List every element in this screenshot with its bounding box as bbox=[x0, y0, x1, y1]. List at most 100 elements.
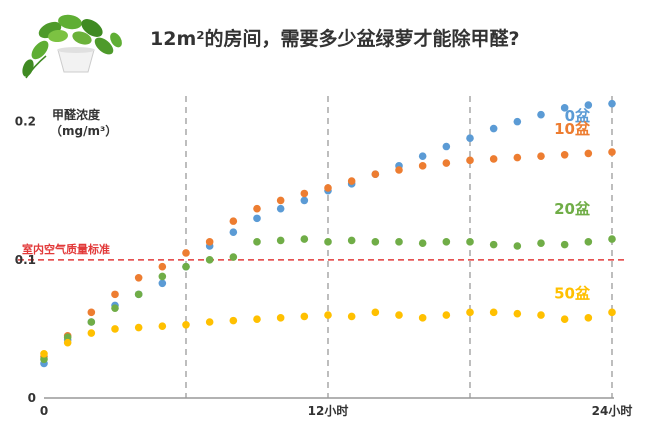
data-point bbox=[560, 240, 569, 249]
data-point bbox=[229, 253, 238, 261]
data-point bbox=[40, 355, 48, 364]
data-point bbox=[537, 152, 545, 160]
data-point bbox=[158, 272, 167, 281]
series-label: 20盆 bbox=[554, 200, 591, 218]
x-tick-label: 24小时 bbox=[592, 403, 633, 418]
data-point bbox=[253, 315, 261, 324]
data-point bbox=[584, 238, 593, 246]
data-point bbox=[253, 204, 261, 213]
data-point bbox=[134, 323, 143, 332]
data-point bbox=[229, 228, 238, 236]
reference-line-label: 室内空气质量标准 bbox=[22, 242, 110, 256]
x-tick-label: 12小时 bbox=[308, 403, 349, 418]
data-point bbox=[63, 333, 72, 342]
data-point bbox=[300, 196, 309, 205]
data-point bbox=[442, 311, 451, 319]
data-point bbox=[182, 249, 190, 257]
data-point bbox=[442, 142, 451, 151]
data-point bbox=[371, 238, 380, 246]
data-point bbox=[489, 240, 498, 249]
y-axis-label-line2: （mg/m³） bbox=[50, 123, 117, 138]
data-point bbox=[324, 184, 332, 192]
data-point bbox=[513, 153, 522, 162]
data-point bbox=[371, 308, 380, 317]
data-point bbox=[205, 238, 214, 246]
data-point bbox=[608, 308, 616, 317]
data-point bbox=[537, 239, 545, 248]
data-point bbox=[466, 238, 474, 246]
data-point bbox=[466, 134, 474, 143]
data-point bbox=[158, 322, 167, 330]
data-point bbox=[111, 325, 119, 333]
data-point bbox=[87, 318, 96, 326]
data-point bbox=[347, 312, 356, 321]
data-point bbox=[537, 110, 545, 119]
data-point bbox=[87, 329, 96, 337]
data-point bbox=[40, 349, 48, 358]
data-point bbox=[466, 308, 474, 317]
y-tick-label: 0.1 bbox=[15, 253, 36, 267]
series-label: 10盆 bbox=[554, 120, 591, 138]
data-point bbox=[134, 273, 143, 282]
y-axis-label-line1: 甲醛浓度 bbox=[52, 107, 101, 122]
data-point bbox=[489, 308, 498, 317]
data-point bbox=[608, 148, 616, 156]
data-point bbox=[276, 236, 285, 245]
data-point bbox=[229, 316, 238, 325]
data-point bbox=[442, 159, 451, 167]
data-point bbox=[347, 177, 356, 185]
data-point bbox=[608, 99, 616, 108]
series-label: 0盆 bbox=[565, 107, 591, 125]
data-point bbox=[584, 314, 593, 322]
data-point bbox=[63, 338, 72, 347]
data-point bbox=[324, 311, 332, 319]
data-point bbox=[371, 170, 380, 178]
data-point bbox=[347, 236, 356, 245]
data-point bbox=[87, 308, 96, 317]
data-point bbox=[418, 239, 427, 248]
data-point bbox=[418, 314, 427, 322]
data-point bbox=[276, 204, 285, 213]
data-point bbox=[513, 309, 522, 318]
data-point bbox=[276, 196, 285, 205]
data-point bbox=[324, 238, 332, 246]
data-point bbox=[466, 156, 474, 165]
data-points bbox=[40, 99, 616, 368]
data-point bbox=[489, 155, 498, 163]
data-point bbox=[395, 238, 403, 246]
data-point bbox=[513, 242, 522, 250]
data-point bbox=[253, 214, 261, 223]
data-point bbox=[537, 311, 545, 319]
data-point bbox=[560, 151, 569, 159]
data-point bbox=[158, 279, 167, 288]
data-point bbox=[418, 162, 427, 170]
x-tick-label: 0 bbox=[40, 404, 48, 418]
data-point bbox=[229, 217, 238, 225]
tick-labels: 0 0.1 0.2 0 12小时 24小时 bbox=[15, 115, 633, 418]
data-point bbox=[253, 238, 261, 246]
data-point bbox=[489, 124, 498, 133]
data-point bbox=[111, 304, 119, 312]
data-point bbox=[276, 314, 285, 322]
data-point bbox=[560, 315, 569, 324]
y-tick-label: 0 bbox=[28, 391, 36, 405]
data-point bbox=[205, 318, 214, 326]
data-point bbox=[608, 235, 616, 243]
reference-line-group: 室内空气质量标准 bbox=[18, 242, 628, 261]
data-point bbox=[418, 152, 427, 160]
data-point bbox=[513, 117, 522, 126]
data-point bbox=[182, 262, 190, 271]
chart-title: 12m²的房间，需要多少盆绿萝才能除甲醛? bbox=[150, 27, 520, 50]
data-point bbox=[300, 312, 309, 321]
data-point bbox=[395, 311, 403, 319]
series-label: 50盆 bbox=[554, 284, 591, 302]
data-point bbox=[111, 290, 119, 299]
data-point bbox=[584, 149, 593, 158]
data-point bbox=[205, 256, 214, 264]
data-point bbox=[584, 101, 593, 109]
vertical-dashed-lines bbox=[185, 96, 613, 398]
data-point bbox=[300, 189, 309, 198]
data-point bbox=[560, 104, 569, 112]
